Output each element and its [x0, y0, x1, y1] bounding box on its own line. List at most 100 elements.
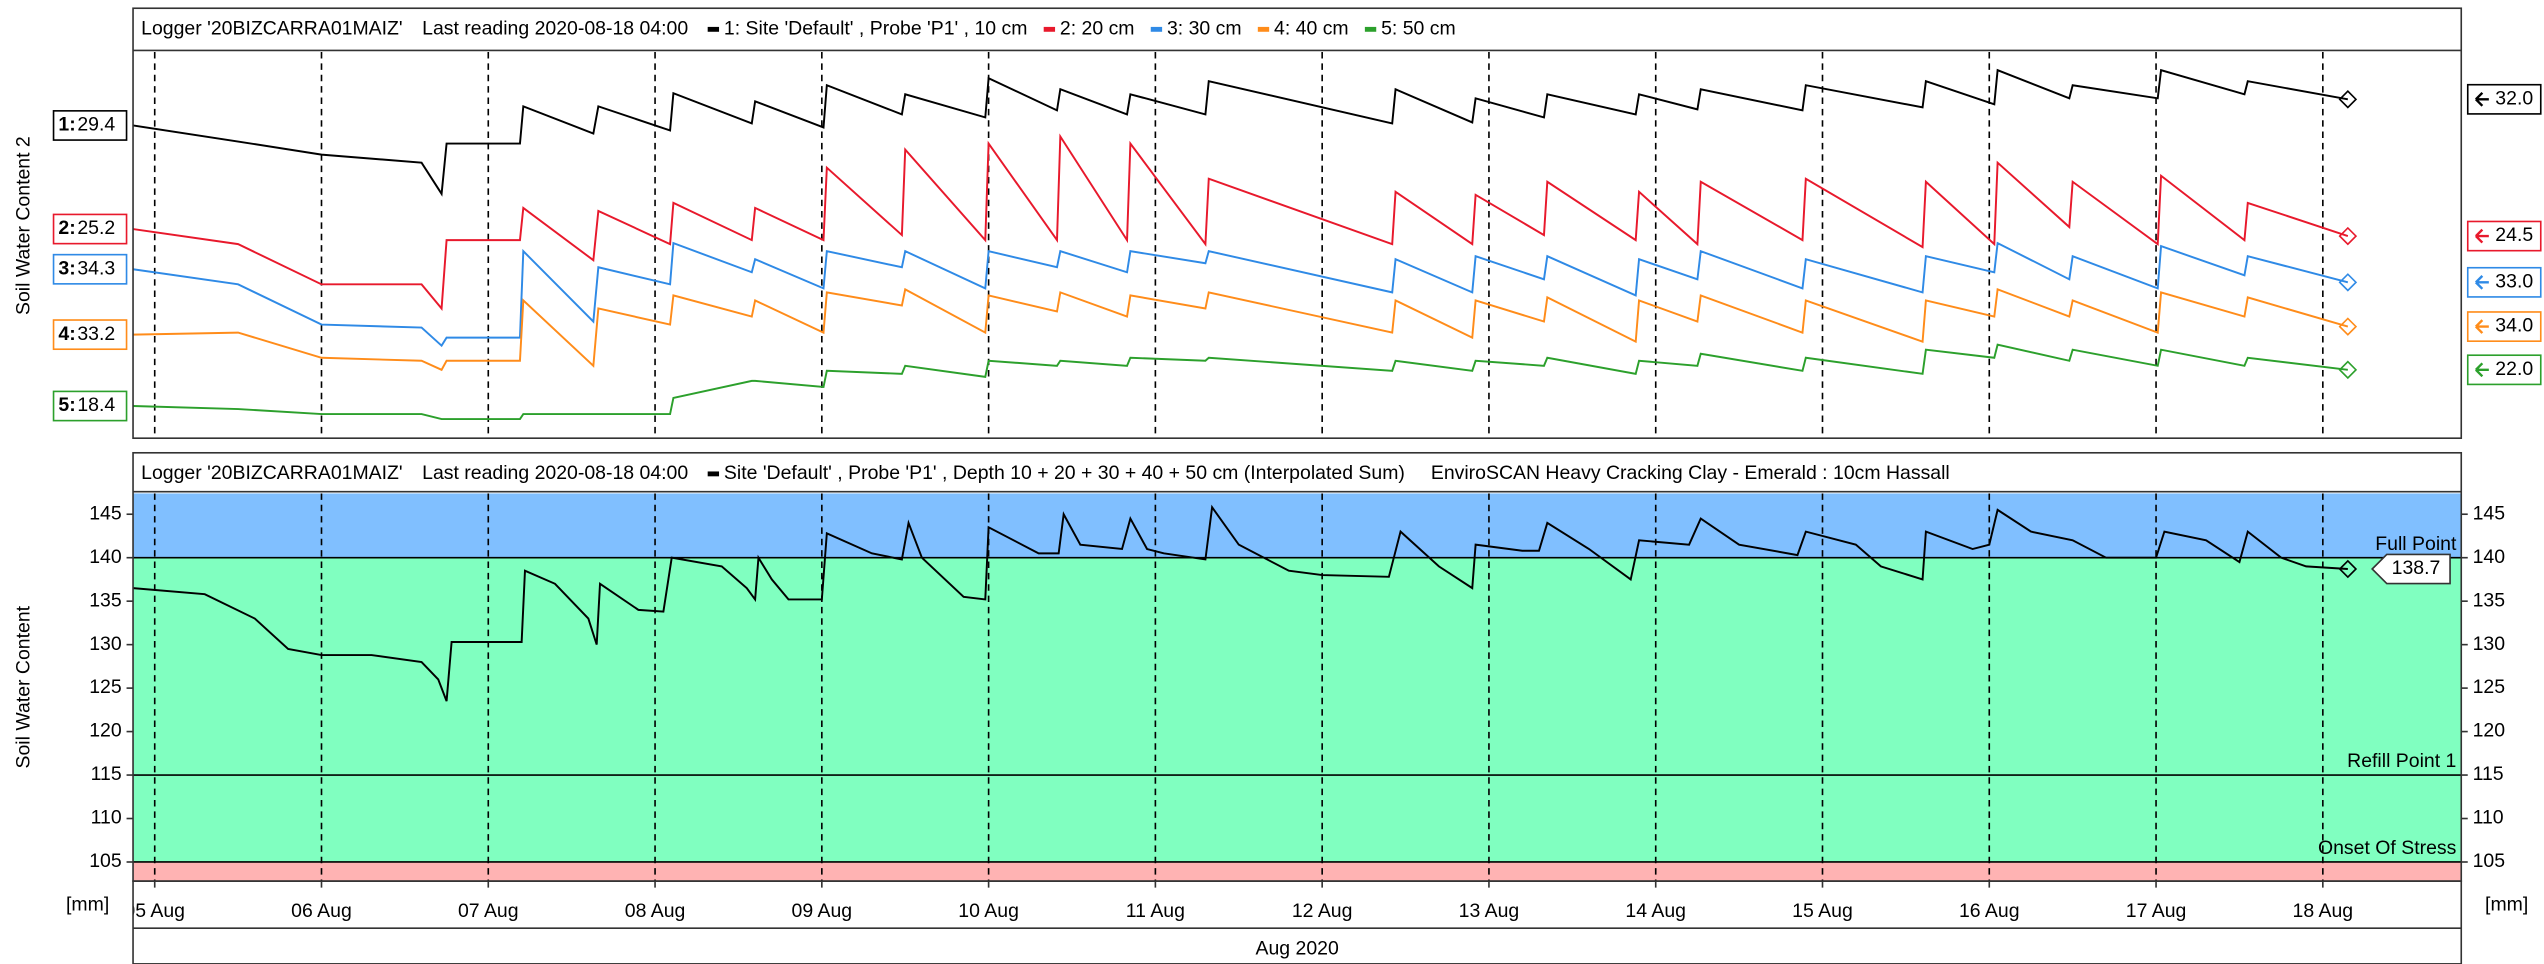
x-tick-label: 10 Aug [958, 900, 1019, 922]
y2-tick-label: 105 [2473, 850, 2505, 872]
start-label-box [52, 253, 128, 285]
header-text: 5: 50 cm [1381, 17, 1456, 39]
y2-tick-label: 130 [2473, 633, 2506, 655]
start-label-value: 25.2 [77, 217, 115, 239]
end-marker [2338, 559, 2358, 579]
value-callout [2371, 553, 2451, 585]
end-label-arrow [2474, 319, 2489, 334]
x-tick-label: 13 Aug [1459, 900, 1520, 922]
header-text: 4: 40 cm [1274, 17, 1349, 39]
header-text: 3: 30 cm [1167, 17, 1242, 39]
x-tick-label: 06 Aug [291, 900, 352, 922]
header-text: Last reading 2020-08-18 04:00 [422, 462, 688, 484]
unit-label: [mm] [66, 894, 109, 916]
end-marker [2338, 90, 2358, 109]
reference-label: Refill Point 1 [2347, 750, 2456, 772]
start-label-id: 5: [58, 394, 75, 416]
value-callout-text: 138.7 [2392, 557, 2441, 579]
end-label-value: 24.5 [2495, 224, 2533, 246]
y-tick-label: 110 [91, 807, 122, 829]
legend-swatch [707, 26, 720, 32]
end-marker [2338, 317, 2358, 336]
start-label-id: 3: [58, 257, 75, 279]
header-text: EnviroSCAN Heavy Cracking Clay - Emerald… [1431, 462, 1950, 484]
x-axis-label: Aug 2020 [1255, 937, 1338, 959]
x-tick-label: 08 Aug [625, 900, 686, 922]
panel-frame [132, 7, 2463, 440]
start-label-id: 2: [58, 217, 75, 239]
legend-swatch [1364, 26, 1377, 32]
header-text: 1: Site 'Default' , Probe 'P1' , 10 cm [724, 17, 1028, 39]
legend-swatch [1257, 26, 1270, 32]
header-text: 2: 20 cm [1060, 17, 1135, 39]
start-label-value: 34.3 [77, 257, 115, 279]
zone [133, 493, 2462, 558]
start-label-id: 1: [58, 114, 75, 136]
y2-tick-label: 110 [2473, 807, 2504, 829]
end-label-arrow [2474, 91, 2489, 107]
legend-swatch [1150, 26, 1163, 32]
y-axis-label: Soil Water Content [12, 605, 34, 768]
y-tick-label: 135 [89, 589, 121, 611]
start-label-value: 29.4 [77, 114, 115, 136]
y2-tick-label: 135 [2473, 589, 2505, 611]
end-marker [2338, 360, 2358, 380]
series-line [133, 241, 2349, 348]
x-tick-label: 14 Aug [1625, 900, 1686, 922]
x-tick-label: 07 Aug [458, 900, 519, 922]
end-label-value: 33.0 [2495, 270, 2533, 292]
header-text: Site 'Default' , Probe 'P1' , Depth 10 +… [724, 462, 1405, 484]
start-label-id: 4: [58, 323, 75, 345]
end-label-value: 32.0 [2495, 87, 2533, 109]
x-tick-label: 05 Aug [124, 900, 185, 922]
panel-frame [132, 451, 2463, 882]
series-line [133, 504, 2348, 702]
end-label-box [2466, 220, 2542, 252]
series-line [133, 287, 2349, 372]
zone [133, 557, 2462, 862]
legend-swatch [707, 471, 720, 477]
end-label-box [2466, 83, 2542, 115]
y-tick-label: 130 [89, 633, 122, 655]
x-tick-label: 09 Aug [792, 900, 853, 922]
reference-label: Full Point [2375, 533, 2457, 555]
y2-tick-label: 125 [2473, 676, 2505, 698]
end-label-value: 34.0 [2495, 315, 2533, 337]
start-label-value: 18.4 [77, 394, 115, 416]
plot [133, 52, 2349, 439]
y-tick-label: 125 [89, 676, 121, 698]
zone [133, 861, 2462, 882]
series-line [133, 68, 2349, 197]
y-tick-label: 115 [91, 763, 122, 785]
x-tick-label: 16 Aug [1959, 900, 2020, 922]
x-tick-label: 12 Aug [1292, 900, 1353, 922]
y-tick-label: 145 [89, 502, 121, 524]
end-label-arrow [2474, 274, 2489, 290]
end-label-arrow [2474, 228, 2489, 244]
header-text: Last reading 2020-08-18 04:00 [422, 17, 688, 39]
legend-swatch [1043, 26, 1056, 32]
start-label-box [52, 213, 128, 245]
y-axis-label: Soil Water Content 2 [12, 136, 34, 315]
end-label-arrow [2474, 362, 2489, 378]
start-label-box [52, 390, 128, 422]
x-tick-label: 15 Aug [1792, 900, 1853, 922]
y-tick-label: 140 [89, 546, 122, 568]
start-label-value: 33.2 [77, 323, 115, 345]
y2-tick-label: 120 [2473, 720, 2506, 742]
unit-label-right: [mm] [2485, 894, 2528, 916]
reference-label: Onset Of Stress [2318, 837, 2457, 859]
end-marker [2338, 273, 2358, 292]
end-marker [2338, 226, 2358, 246]
plot [133, 493, 2462, 882]
y-tick-label: 105 [89, 850, 121, 872]
series-line [133, 133, 2349, 311]
x-tick-label: 11 Aug [1126, 900, 1185, 922]
y2-tick-label: 140 [2473, 546, 2506, 568]
start-label-box [52, 110, 128, 141]
end-label-value: 22.0 [2495, 358, 2533, 380]
y-tick-label: 120 [89, 720, 122, 742]
x-tick-label: 18 Aug [2293, 900, 2354, 922]
